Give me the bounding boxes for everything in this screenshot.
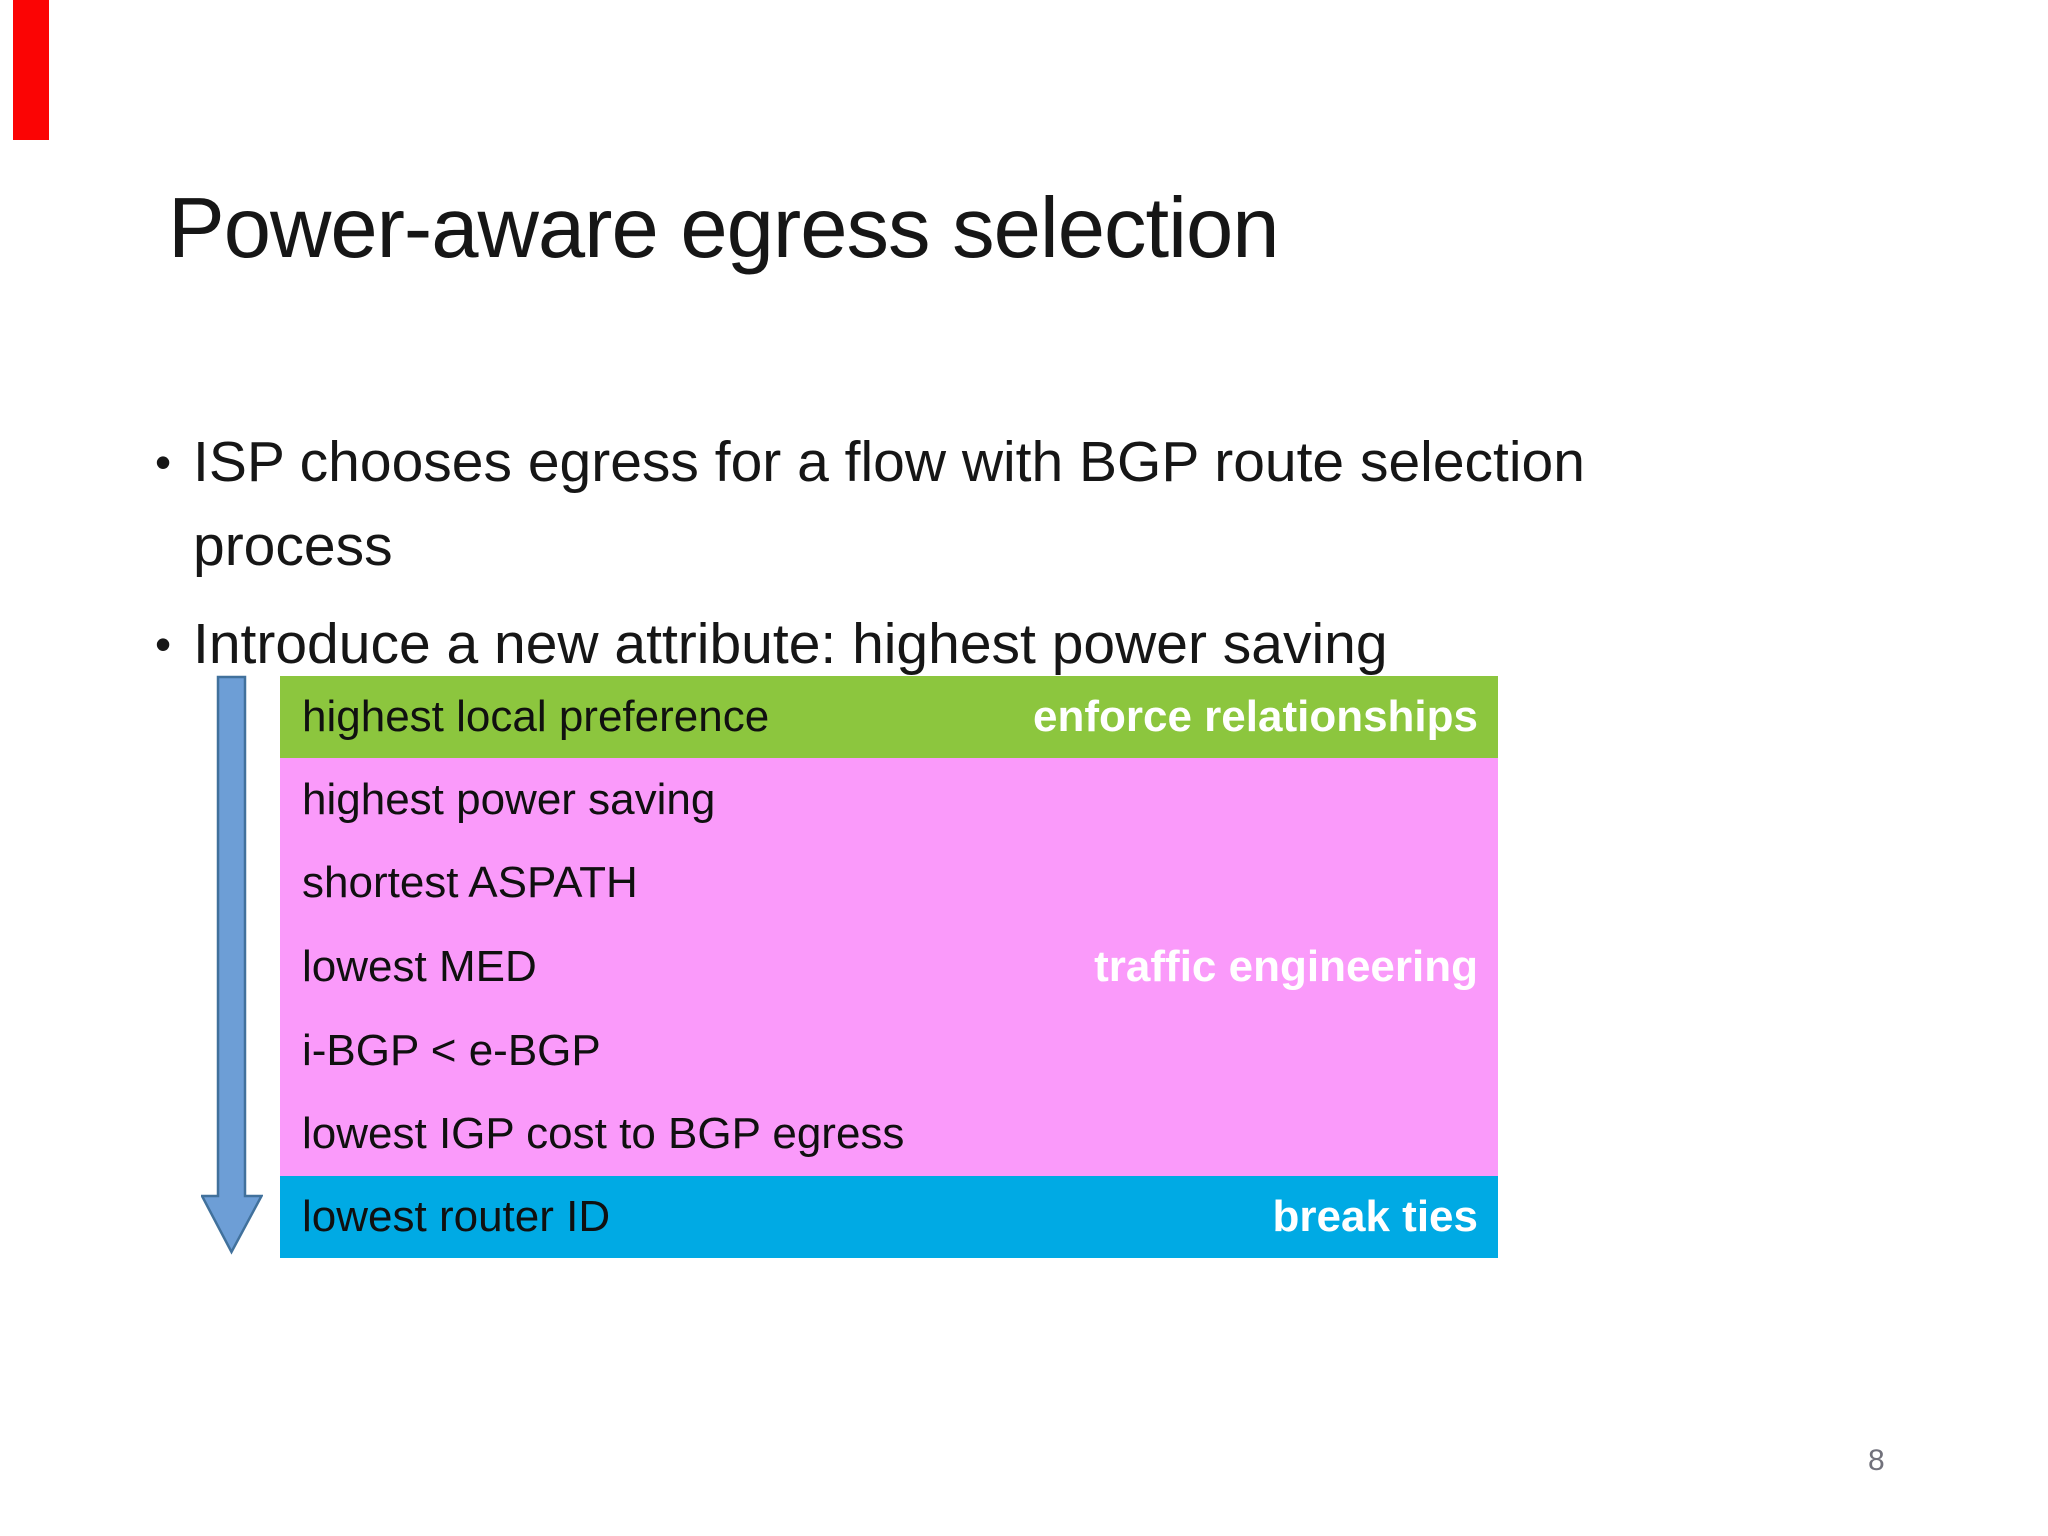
row-label: lowest IGP cost to BGP egress (302, 1109, 905, 1159)
bullet-marker-icon: • (155, 618, 172, 670)
table-row-local-preference: highest local preference enforce relatio… (280, 676, 1498, 758)
row-category-label: traffic engineering (1094, 941, 1478, 991)
bullet-list: • ISP chooses egress for a flow with BGP… (155, 420, 1955, 700)
row-category-label: break ties (1272, 1192, 1478, 1241)
table-row-ibgp-ebgp: i-BGP < e-BGP (280, 1009, 1498, 1093)
row-label: lowest MED (302, 941, 537, 991)
bullet-text-isp-egress: ISP chooses egress for a flow with BGP r… (193, 430, 1585, 578)
table-row-router-id: lowest router ID break ties (280, 1176, 1498, 1258)
down-arrow-icon (201, 675, 263, 1255)
row-label: shortest ASPATH (302, 858, 638, 908)
row-label: highest local preference (302, 692, 770, 741)
page-title: Power-aware egress selection (168, 181, 1280, 276)
traffic-engineering-group: highest power saving shortest ASPATH low… (280, 758, 1498, 1176)
list-item: • ISP chooses egress for a flow with BGP… (155, 420, 1955, 588)
bullet-marker-icon: • (155, 436, 172, 488)
row-label: i-BGP < e-BGP (302, 1025, 601, 1075)
bullet-text-new-attribute: Introduce a new attribute: highest power… (193, 612, 1388, 676)
row-category-label: enforce relationships (1032, 692, 1478, 741)
row-label: highest power saving (302, 774, 716, 824)
list-item: • Introduce a new attribute: highest pow… (155, 602, 1955, 686)
page-number: 8 (1868, 1444, 1885, 1477)
table-row-igp-cost: lowest IGP cost to BGP egress (280, 1092, 1498, 1176)
table-row-med: lowest MED traffic engineering (280, 925, 1498, 1009)
table-row-power-saving: highest power saving (280, 758, 1498, 842)
row-label: lowest router ID (302, 1192, 611, 1241)
recording-marker (13, 0, 49, 140)
bgp-selection-table: highest local preference enforce relatio… (280, 676, 1498, 1258)
table-row-aspath: shortest ASPATH (280, 842, 1498, 926)
